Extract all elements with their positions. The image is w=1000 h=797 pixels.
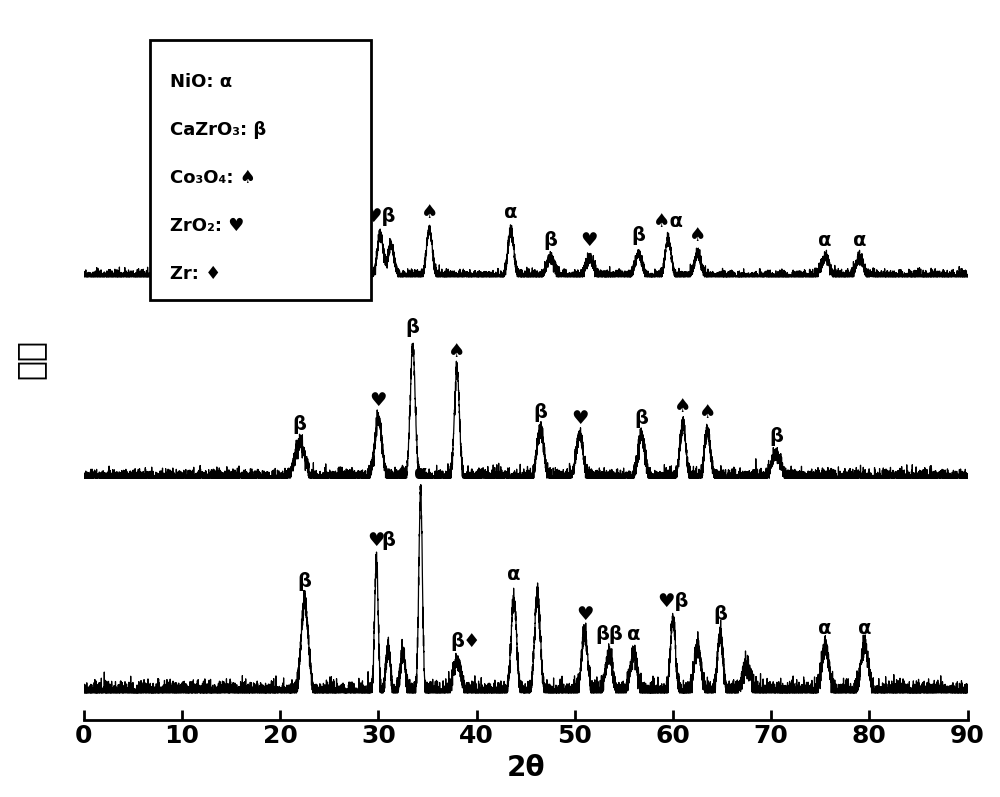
- Text: ZrO₂: ♥: ZrO₂: ♥: [170, 217, 245, 234]
- FancyBboxPatch shape: [150, 40, 371, 300]
- Text: ♠: ♠: [689, 226, 706, 245]
- Text: β: β: [293, 231, 307, 250]
- Text: α: α: [627, 626, 640, 645]
- Text: β: β: [406, 318, 420, 337]
- Text: β: β: [713, 605, 727, 624]
- Text: α: α: [853, 231, 866, 250]
- Text: ♥β: ♥β: [657, 592, 689, 611]
- Text: ♠: ♠: [421, 202, 438, 222]
- Text: ♦: ♦: [463, 632, 480, 651]
- Text: α: α: [858, 618, 871, 638]
- Text: Co₃O₄: ♠: Co₃O₄: ♠: [170, 169, 256, 186]
- Text: β: β: [293, 414, 307, 434]
- Text: α: α: [507, 565, 521, 584]
- Text: ♦: ♦: [394, 465, 412, 483]
- Text: NiO: α: NiO: α: [170, 73, 232, 91]
- Text: β: β: [632, 226, 646, 245]
- Text: Zr: ♦: Zr: ♦: [170, 265, 222, 283]
- Text: ♥β: ♥β: [365, 207, 396, 226]
- Text: ♠: ♠: [699, 402, 716, 422]
- Text: 强度: 强度: [14, 339, 46, 379]
- X-axis label: 2θ: 2θ: [506, 754, 545, 782]
- Text: CaZrO₃: β: CaZrO₃: β: [170, 121, 267, 139]
- Text: β: β: [533, 402, 547, 422]
- Text: ♠: ♠: [448, 342, 466, 361]
- Text: α: α: [414, 465, 427, 483]
- Text: α: α: [504, 202, 518, 222]
- Text: ββ: ββ: [595, 626, 623, 645]
- Text: β: β: [450, 632, 464, 651]
- Text: ♠: ♠: [674, 397, 692, 415]
- Text: β: β: [381, 532, 395, 551]
- Text: ♥: ♥: [571, 409, 588, 428]
- Text: β: β: [635, 409, 648, 428]
- Text: ♥: ♥: [581, 231, 598, 250]
- Text: β: β: [298, 571, 312, 591]
- Text: α: α: [818, 231, 832, 250]
- Text: β: β: [769, 427, 783, 446]
- Text: ♥: ♥: [368, 532, 385, 551]
- Text: ♠α: ♠α: [653, 212, 684, 231]
- Text: ♥: ♥: [370, 391, 387, 410]
- Text: β: β: [543, 231, 557, 250]
- Text: α: α: [818, 618, 832, 638]
- Text: ♥: ♥: [576, 605, 593, 624]
